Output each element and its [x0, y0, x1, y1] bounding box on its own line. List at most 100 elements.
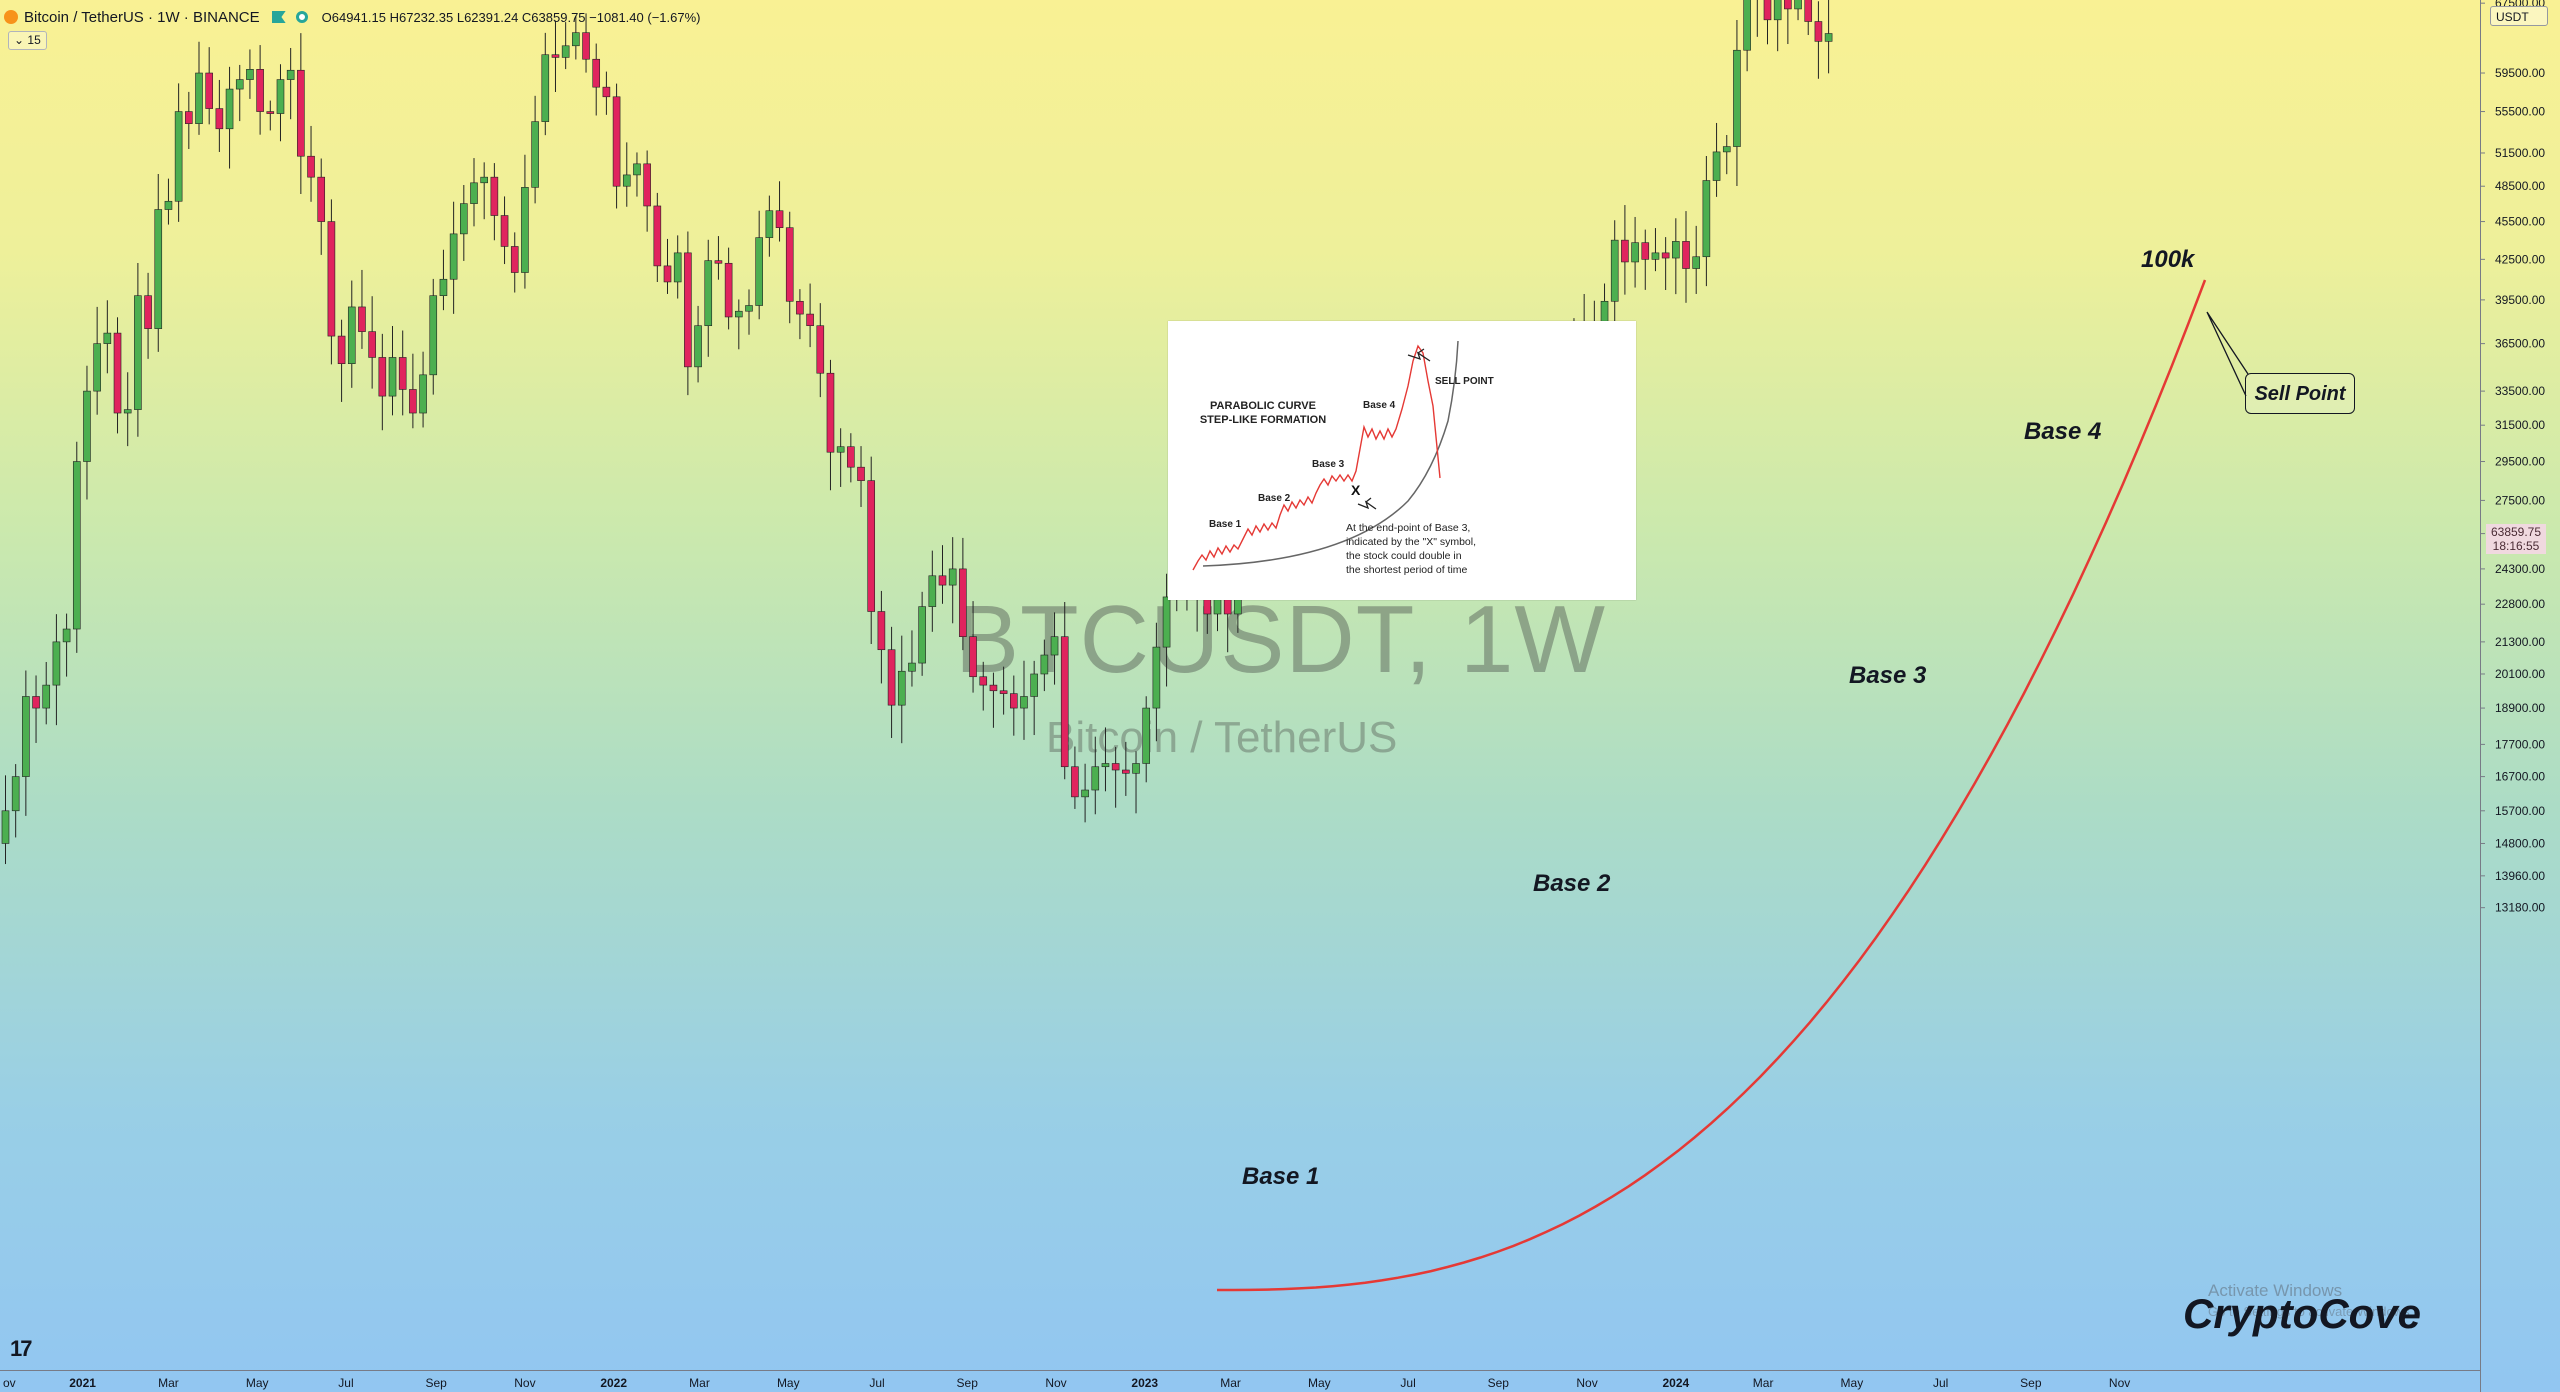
candle-body[interactable] [1020, 696, 1028, 709]
candle-body[interactable] [123, 409, 132, 414]
candle-body[interactable] [765, 210, 774, 238]
annotation-base-1[interactable]: Base 1 [1242, 1163, 1320, 1190]
candle-body[interactable] [134, 295, 142, 410]
candle-body[interactable] [531, 121, 539, 188]
candle-body[interactable] [643, 163, 651, 207]
candle-body[interactable] [83, 390, 91, 462]
candle-body[interactable] [510, 246, 519, 273]
candle-body[interactable] [429, 295, 438, 376]
candle-body[interactable] [235, 79, 244, 90]
candle-body[interactable] [826, 372, 835, 453]
candle-body[interactable] [1142, 707, 1151, 764]
candle-body[interactable] [979, 676, 988, 686]
candle-body[interactable] [93, 343, 101, 392]
indicator-collapse-button[interactable]: ⌄ 15 [8, 31, 47, 50]
candle-body[interactable] [897, 670, 906, 706]
candle-body[interactable] [1162, 596, 1171, 648]
candle-body[interactable] [439, 278, 448, 296]
candle-body[interactable] [1101, 763, 1110, 768]
candle-body[interactable] [1122, 769, 1130, 774]
candle-body[interactable] [174, 111, 183, 202]
candle-body[interactable] [1050, 636, 1059, 656]
candle-body[interactable] [989, 684, 998, 692]
candle-body[interactable] [256, 69, 264, 112]
candle-body[interactable] [368, 331, 376, 358]
candle-body[interactable] [378, 357, 387, 397]
candle-body[interactable] [1081, 789, 1089, 798]
candle-body[interactable] [928, 575, 937, 607]
parabolic-curve[interactable] [1217, 279, 2207, 1292]
candle-body[interactable] [847, 446, 855, 468]
annotation-base-3[interactable]: Base 3 [1849, 662, 1927, 689]
candle-body[interactable] [1763, 0, 1772, 21]
candle-body[interactable] [653, 205, 662, 267]
symbol-title[interactable]: Bitcoin / TetherUS · 1W · BINANCE [24, 8, 260, 26]
candle-body[interactable] [969, 636, 977, 678]
candle-body[interactable] [460, 203, 468, 235]
candle-body[interactable] [673, 252, 682, 283]
candle-body[interactable] [1, 810, 10, 844]
currency-select[interactable]: USDT [2490, 6, 2548, 26]
candle-body[interactable] [103, 332, 112, 344]
sell-point-callout[interactable]: Sell Point [2245, 373, 2355, 414]
candle-body[interactable] [490, 176, 499, 216]
candle-body[interactable] [1743, 0, 1751, 51]
candle-body[interactable] [205, 72, 213, 109]
candle-body[interactable] [1692, 256, 1700, 269]
candle-body[interactable] [185, 111, 193, 124]
candle-body[interactable] [1682, 241, 1690, 269]
candle-body[interactable] [1631, 242, 1639, 263]
candle-body[interactable] [11, 776, 20, 812]
candle-body[interactable] [1794, 0, 1802, 10]
candle-body[interactable] [1784, 0, 1792, 10]
candle-body[interactable] [1060, 636, 1069, 768]
candle-body[interactable] [449, 233, 458, 280]
candle-body[interactable] [938, 575, 947, 586]
candle-body[interactable] [704, 260, 713, 327]
candle-body[interactable] [816, 325, 825, 374]
candle-body[interactable] [948, 568, 957, 586]
candle-body[interactable] [266, 111, 275, 114]
candle-body[interactable] [735, 310, 743, 318]
candle-body[interactable] [225, 88, 234, 130]
candle-body[interactable] [887, 649, 896, 706]
candle-body[interactable] [724, 262, 733, 318]
candle-body[interactable] [1651, 252, 1660, 260]
candle-body[interactable] [1702, 180, 1711, 258]
candle-body[interactable] [470, 182, 478, 204]
candle-body[interactable] [959, 568, 967, 637]
candle-body[interactable] [796, 300, 804, 315]
candle-body[interactable] [215, 108, 224, 130]
candle-body[interactable] [144, 295, 152, 329]
candle-body[interactable] [1009, 693, 1018, 709]
candle-body[interactable] [561, 45, 570, 58]
candle-body[interactable] [1773, 0, 1782, 21]
candle-body[interactable] [602, 86, 611, 98]
candle-body[interactable] [999, 690, 1008, 694]
candle-body[interactable] [622, 174, 631, 187]
tradingview-logo-icon[interactable]: 17 [10, 1336, 33, 1361]
time-axis[interactable]: ov 2021 Mar May Jul Sep Nov 2022 Mar May Jul Sep Nov… [0, 1370, 2480, 1392]
candle-body[interactable] [164, 200, 173, 210]
candle-body[interactable] [22, 696, 30, 777]
candle-body[interactable] [551, 54, 560, 58]
candle-body[interactable] [1733, 49, 1741, 147]
candle-body[interactable] [1824, 33, 1833, 42]
candle-body[interactable] [1040, 654, 1049, 675]
candle-body[interactable] [592, 58, 601, 88]
candle-body[interactable] [1071, 766, 1079, 798]
candle-body[interactable] [1641, 242, 1650, 260]
plot-area[interactable]: BTCUSDT, 1W Bitcoin / TetherUS X PARABOL… [0, 0, 2480, 1370]
candle-body[interactable] [1621, 239, 1629, 263]
candle-body[interactable] [307, 155, 315, 178]
candle-body[interactable] [521, 187, 529, 273]
candle-body[interactable] [1111, 763, 1120, 771]
candle-body[interactable] [388, 357, 397, 397]
candle-body[interactable] [358, 306, 366, 332]
candle-body[interactable] [480, 176, 488, 184]
candle-body[interactable] [541, 54, 550, 122]
candle-body[interactable] [500, 215, 509, 247]
candle-body[interactable] [1152, 646, 1161, 709]
candle-body[interactable] [1610, 239, 1619, 302]
candle-body[interactable] [908, 662, 916, 672]
